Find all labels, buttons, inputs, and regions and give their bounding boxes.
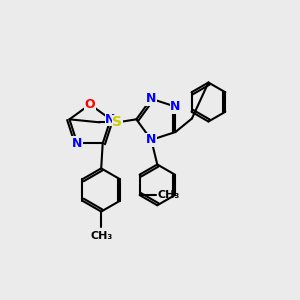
Text: N: N xyxy=(105,113,116,126)
Text: S: S xyxy=(112,115,122,129)
Text: N: N xyxy=(146,134,157,146)
Text: CH₃: CH₃ xyxy=(157,190,179,200)
Text: O: O xyxy=(85,98,95,111)
Text: N: N xyxy=(146,92,157,105)
Text: CH₃: CH₃ xyxy=(90,231,112,241)
Text: N: N xyxy=(170,100,181,113)
Text: N: N xyxy=(72,137,83,150)
